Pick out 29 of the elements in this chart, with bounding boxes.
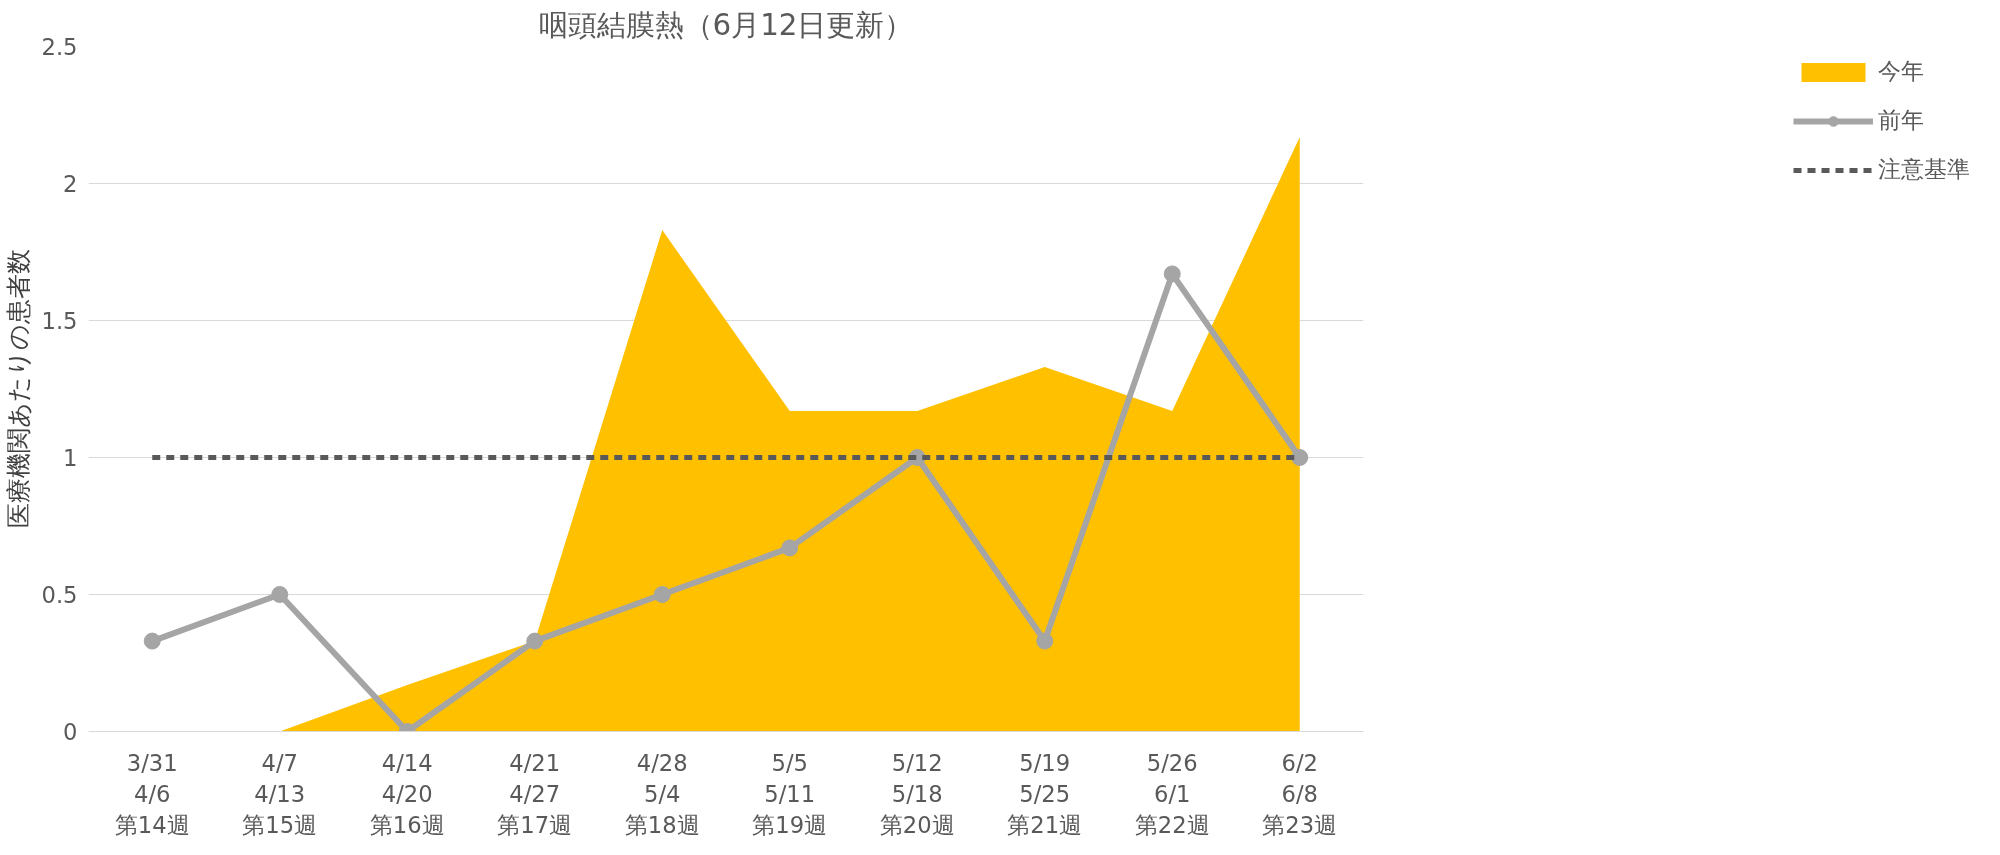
point <box>271 586 289 603</box>
x-tick-label: 5/26 6/1 第22週 <box>1134 749 1210 838</box>
x-tick-label: 5/12 5/18 第20週 <box>879 749 955 838</box>
point <box>781 539 799 557</box>
x-tick-label: 4/21 4/27 第17週 <box>497 749 573 838</box>
y-tick-label: 2 <box>63 171 78 197</box>
chart-title: 咽頭結膜熱（6月12日更新） <box>538 7 914 42</box>
y-tick-label: 1.5 <box>41 308 78 334</box>
x-tick-label: 4/7 4/13 第15週 <box>242 749 318 838</box>
y-axis-title: 医療機関あたりの患者数 <box>3 249 34 529</box>
point <box>653 586 671 603</box>
point <box>1163 265 1181 283</box>
legend-label: 今年 <box>1878 57 1924 86</box>
point <box>143 632 161 650</box>
x-tick-label: 4/28 5/4 第18週 <box>624 749 700 838</box>
point <box>1036 632 1054 650</box>
x-tick-label: 5/19 5/25 第21週 <box>1007 749 1083 838</box>
x-tick-label: 6/2 6/8 第23週 <box>1262 749 1338 838</box>
legend-label: 注意基準 <box>1878 155 1970 184</box>
legend-label: 前年 <box>1878 106 1924 135</box>
x-tick-label: 3/31 4/6 第14週 <box>114 749 190 838</box>
y-tick-label: 0.5 <box>41 582 78 608</box>
y-tick-label: 2.5 <box>41 34 78 60</box>
y-tick-label: 1 <box>63 445 78 471</box>
y-tick-label: 0 <box>63 719 78 745</box>
x-tick-label: 5/5 5/11 第19週 <box>752 749 828 838</box>
point <box>1291 449 1309 466</box>
x-tick-label: 4/14 4/20 第16週 <box>369 749 445 838</box>
point <box>526 632 544 650</box>
